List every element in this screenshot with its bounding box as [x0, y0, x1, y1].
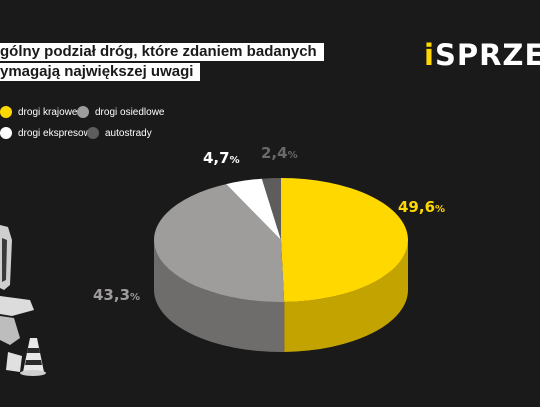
legend-label: autostrady	[105, 127, 152, 139]
legend-swatch	[0, 106, 12, 118]
legend-label: drogi krajowe	[18, 106, 78, 118]
legend-item-drogi-ekspresowe: drogi ekspresowe	[0, 126, 96, 140]
pie-slice-drogi-osiedlowe	[153, 184, 285, 302]
pie-slices	[153, 178, 408, 352]
data-label-drogi-ekspresowe: 4,7%	[203, 149, 240, 167]
legend-item-drogi-krajowe: drogi krajowe	[0, 105, 77, 119]
chart-title-line-1: gólny podział dróg, które zdaniem badany…	[0, 43, 324, 61]
data-label-autostrady: 2,4%	[261, 144, 298, 162]
data-label-drogi-krajowe: 49,6%	[398, 198, 445, 216]
pie-slice-drogi-ekspresowe	[226, 178, 281, 240]
data-label-drogi-osiedlowe: 43,3%	[93, 286, 140, 304]
legend-label: drogi osiedlowe	[95, 106, 165, 118]
pie-slice-autostrady	[261, 178, 281, 240]
logo-text: SPRZET	[434, 38, 540, 72]
pie-slice-drogi-krajowe	[281, 178, 408, 302]
pie-side-drogi-osiedlowe	[154, 240, 285, 352]
chart-title-line-2: ymagają największej uwagi	[0, 63, 201, 81]
legend-swatch	[77, 106, 89, 118]
pie-labels: 49,6% 43,3% 4,7% 2,4%	[93, 144, 445, 304]
legend-label: drogi ekspresowe	[18, 127, 97, 139]
traffic-cone-icon	[20, 338, 46, 376]
pie-side-drogi-krajowe	[284, 240, 408, 352]
legend-swatch	[0, 127, 12, 139]
road-worker-with-traffic-cone-icon	[0, 225, 46, 376]
logo-letter-i: i	[424, 38, 435, 72]
legend-item-autostrady: autostrady	[87, 126, 152, 140]
legend-item-drogi-osiedlowe: drogi osiedlowe	[77, 105, 165, 119]
isprzet-logo: iSPRZET	[424, 38, 540, 72]
legend-swatch	[87, 127, 99, 139]
